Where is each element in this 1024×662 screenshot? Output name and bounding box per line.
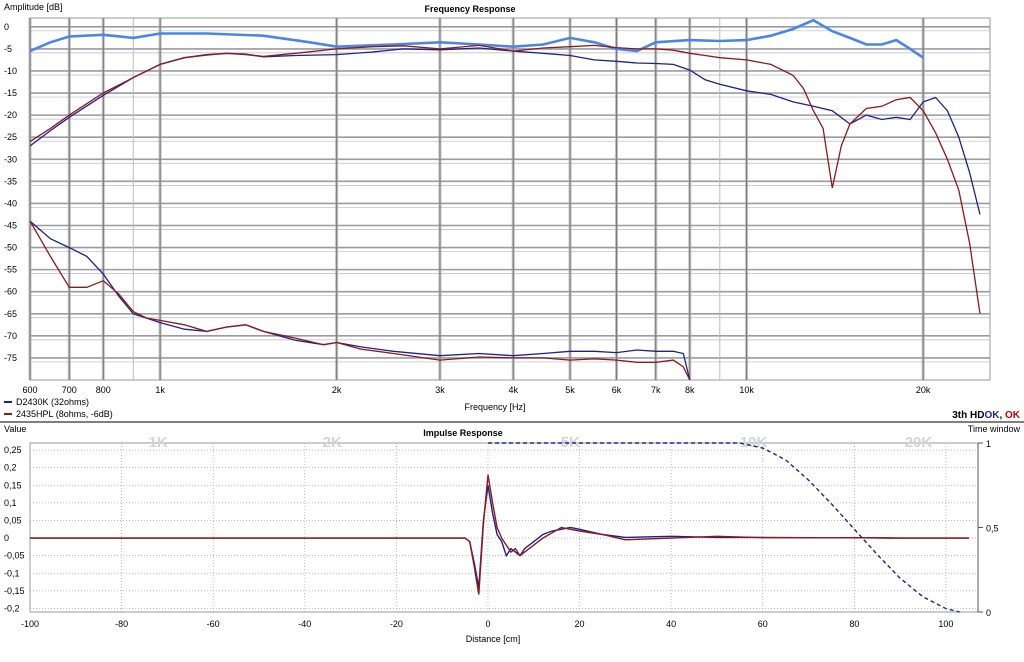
impulse-y2-axis-label: Time window — [968, 424, 1021, 434]
impulse-x-tick-label: 20 — [575, 619, 585, 629]
frequency-y-tick-label: -70 — [4, 331, 17, 341]
frequency-chart-title: Frequency Response — [424, 4, 515, 14]
impulse-y2-tick-label: 0 — [986, 608, 991, 618]
hd-status-prefix: 3th HD — [952, 410, 984, 421]
frequency-x-tick-label: 2k — [332, 385, 342, 395]
frequency-series-line-3 — [29, 220, 691, 381]
impulse-watermark-label: 5K — [561, 434, 580, 451]
frequency-x-tick-label: 1k — [155, 385, 165, 395]
frequency-y-tick-label: -20 — [4, 110, 17, 120]
impulse-watermark-label: 2K — [323, 434, 342, 451]
frequency-reference-line — [29, 18, 924, 59]
impulse-watermark-label: 10K — [740, 434, 768, 451]
impulse-x-tick-label: 40 — [666, 619, 676, 629]
frequency-x-tick-label: 10k — [739, 385, 754, 395]
legend-label-2435hpl: 2435HPL (8ohms, -6dB) — [16, 409, 113, 419]
impulse-y-tick-label: 0,25 — [4, 445, 22, 455]
frequency-y-tick-label: -25 — [4, 132, 17, 142]
frequency-y-tick-label: -35 — [4, 176, 17, 186]
frequency-x-tick-label: 7k — [651, 385, 661, 395]
impulse-x-tick-label: 60 — [758, 619, 768, 629]
frequency-x-tick-label: 5k — [565, 385, 575, 395]
impulse-y-tick-label: 0 — [4, 533, 9, 543]
impulse-y-tick-label: -0,1 — [4, 568, 20, 578]
frequency-y-tick-label: -65 — [4, 309, 17, 319]
legend-label-d2430k: D2430K (32ohms) — [16, 397, 89, 407]
impulse-x-axis-label: Distance [cm] — [466, 634, 521, 644]
impulse-y-tick-label: 0,2 — [4, 463, 17, 473]
impulse-y-tick-label: -0,05 — [4, 551, 25, 561]
impulse-x-tick-label: -100 — [21, 619, 39, 629]
impulse-y2-tick-label: 1 — [986, 439, 991, 449]
hd-status-text: 3th HDOK, OK — [952, 410, 1021, 421]
impulse-y2-tick-label: 0,5 — [986, 524, 999, 534]
impulse-time-window-line — [488, 442, 960, 613]
hd-status-separator: , — [999, 410, 1005, 421]
impulse-x-tick-label: -40 — [298, 619, 311, 629]
frequency-y-tick-label: -5 — [4, 44, 12, 54]
impulse-watermark-label: 20K — [905, 434, 933, 451]
frequency-plot-area — [29, 17, 991, 381]
frequency-y-axis-label: Amplitude [dB] — [4, 2, 63, 12]
impulse-series-line-1 — [30, 474, 969, 595]
frequency-y-tick-label: -40 — [4, 198, 17, 208]
impulse-chart-title: Impulse Response — [423, 428, 503, 438]
frequency-y-tick-label: -45 — [4, 220, 17, 230]
frequency-x-tick-label: 4k — [508, 385, 518, 395]
impulse-x-tick-label: -80 — [115, 619, 128, 629]
frequency-x-tick-label: 3k — [435, 385, 445, 395]
impulse-watermark-label: 1K — [149, 434, 168, 451]
impulse-x-tick-label: -60 — [207, 619, 220, 629]
impulse-y-tick-label: 0,05 — [4, 515, 22, 525]
frequency-y-tick-label: -50 — [4, 243, 17, 253]
impulse-x-tick-label: 100 — [938, 619, 953, 629]
impulse-y-tick-label: 0,1 — [4, 498, 17, 508]
impulse-x-tick-label: 0 — [485, 619, 490, 629]
frequency-x-tick-label: 6k — [612, 385, 622, 395]
frequency-x-tick-label: 800 — [96, 385, 111, 395]
frequency-y-tick-label: -15 — [4, 88, 17, 98]
frequency-series-line-2 — [29, 44, 981, 314]
impulse-y-axis-label: Value — [4, 424, 26, 434]
impulse-x-tick-label: -20 — [390, 619, 403, 629]
impulse-y-tick-label: 0,15 — [4, 480, 22, 490]
frequency-x-tick-label: 20k — [916, 385, 931, 395]
frequency-y-tick-label: -30 — [4, 154, 17, 164]
impulse-x-tick-label: 80 — [849, 619, 859, 629]
frequency-x-tick-label: 600 — [22, 385, 37, 395]
impulse-y-tick-label: -0,15 — [4, 586, 25, 596]
frequency-y-tick-label: -55 — [4, 265, 17, 275]
impulse-plot-area — [29, 442, 979, 613]
frequency-y-tick-label: -10 — [4, 66, 17, 76]
frequency-y-tick-label: -75 — [4, 353, 17, 363]
frequency-x-tick-label: 8k — [685, 385, 695, 395]
frequency-x-tick-label: 700 — [62, 385, 77, 395]
hd-status-ok-2: OK — [1005, 410, 1021, 421]
frequency-y-tick-label: 0 — [4, 22, 9, 32]
impulse-y-tick-label: -0,2 — [4, 603, 20, 613]
hd-status-ok-1: OK — [984, 410, 1000, 421]
frequency-x-axis-label: Frequency [Hz] — [464, 402, 525, 412]
frequency-y-tick-label: -60 — [4, 287, 17, 297]
